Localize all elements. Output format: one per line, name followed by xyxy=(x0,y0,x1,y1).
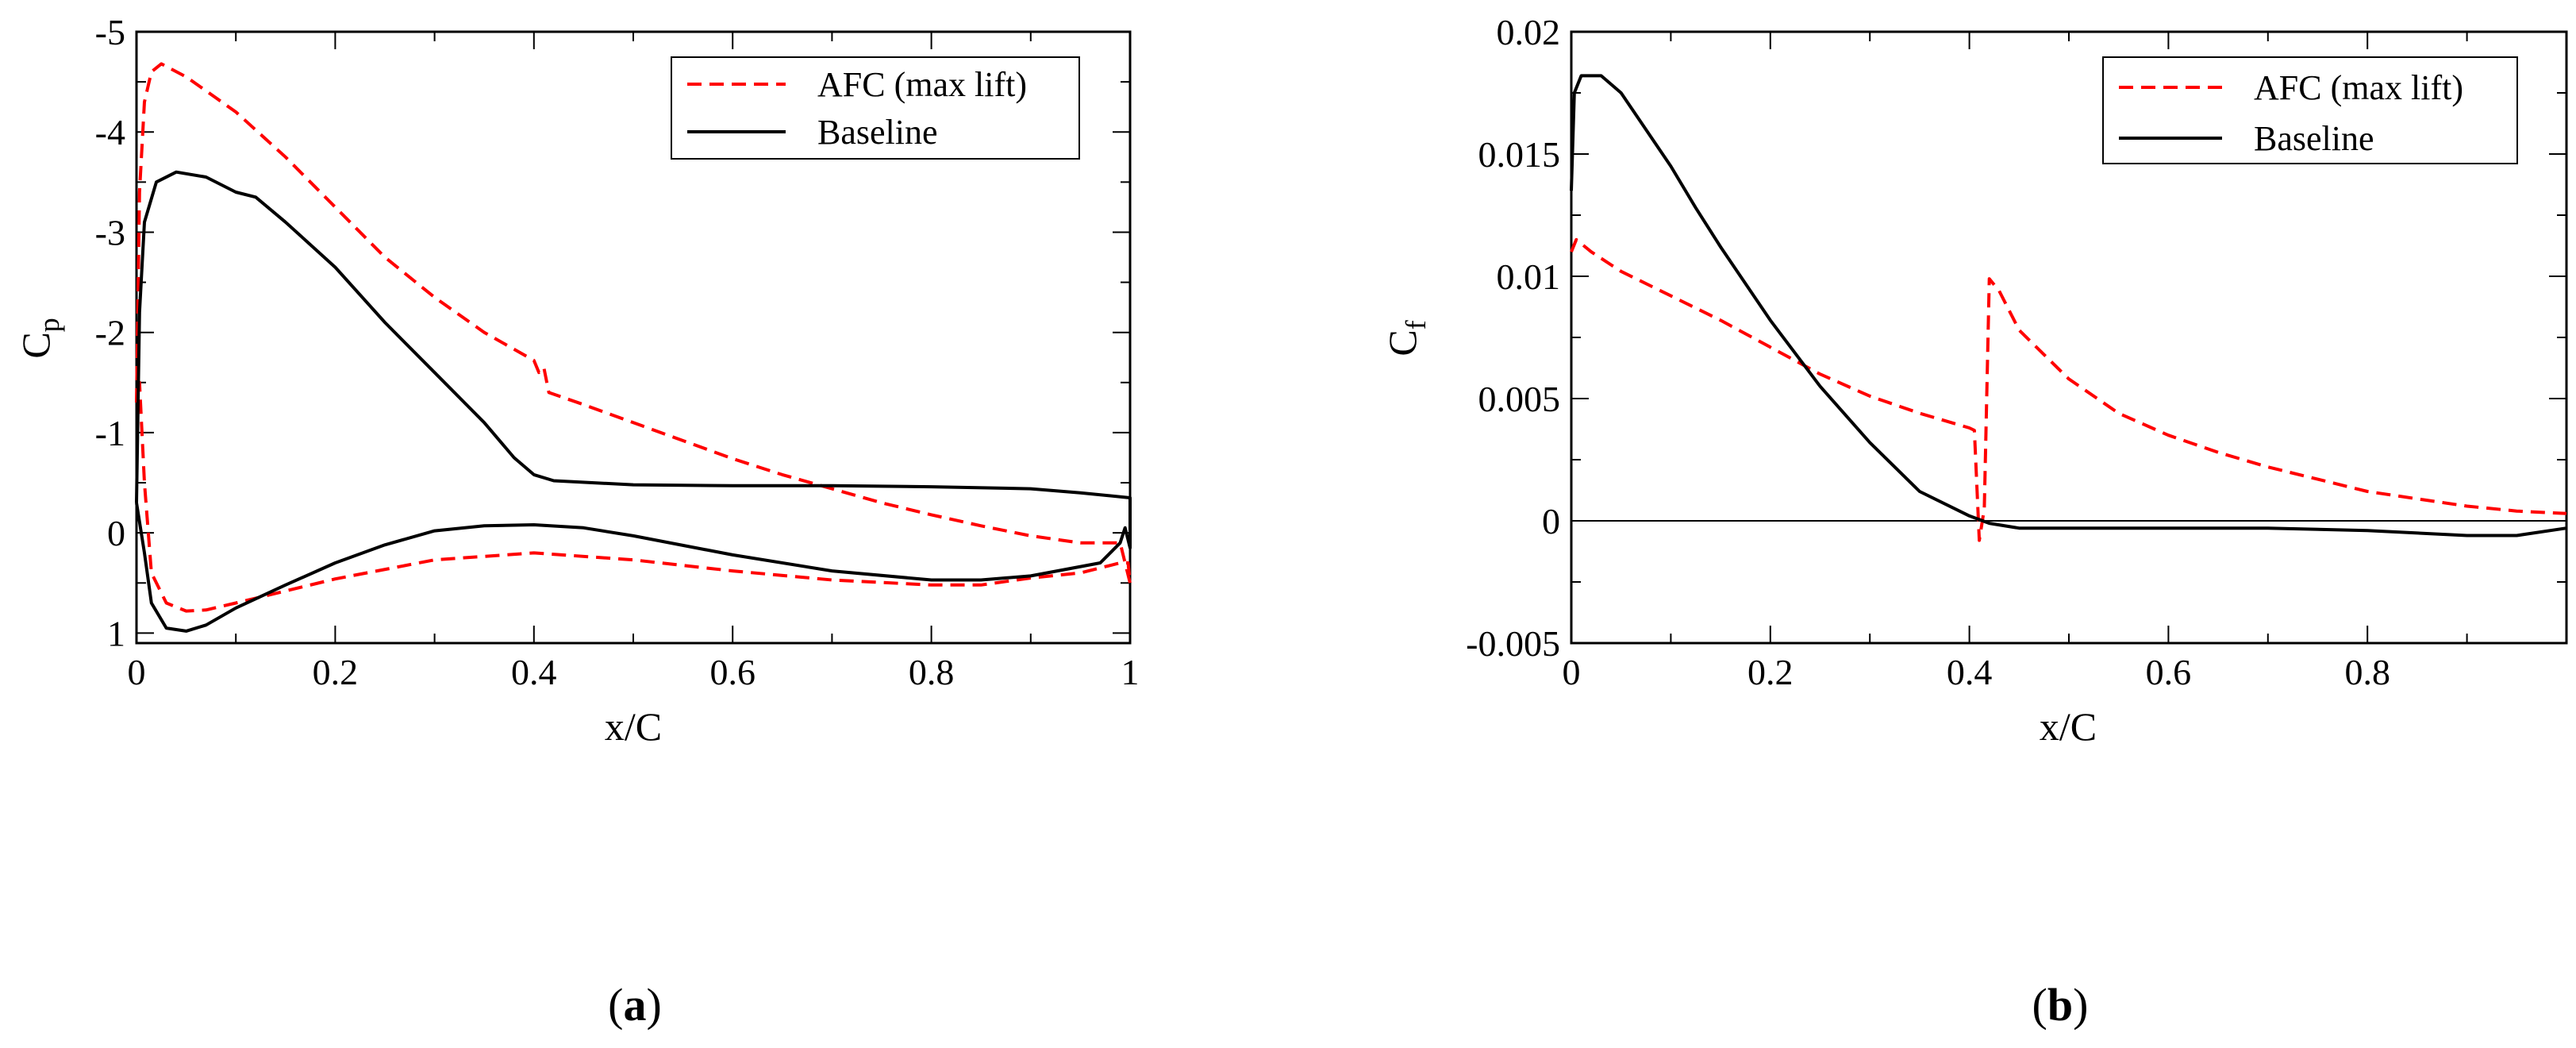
chart-b-y-axis-title-main: C xyxy=(1380,329,1424,356)
a-x-tick-label: 1 xyxy=(1121,652,1140,692)
a-x-tick-label: 0.4 xyxy=(511,652,557,692)
chart-a-legend-label-baseline: Baseline xyxy=(817,113,938,152)
b-y-tick-label: -0.005 xyxy=(1466,623,1560,664)
chart-a-x-axis-title: x/C xyxy=(605,704,662,749)
chart-b-series xyxy=(1570,74,2567,542)
chart-a-y-axis-title-main: C xyxy=(13,332,58,358)
chart-b-y-axis-title-subscript: f xyxy=(1400,320,1432,329)
b-x-tick-label: 0 xyxy=(1563,652,1581,692)
a-series-afc-max-lift xyxy=(135,62,1132,613)
chart-b-legend-box xyxy=(2102,56,2518,164)
chart-b-legend: AFC (max lift) Baseline xyxy=(2102,56,2518,164)
chart-b-legend-label-baseline: Baseline xyxy=(2254,119,2374,158)
chart-a-legend: AFC (max lift) Baseline xyxy=(671,56,1080,160)
b-y-tick-label: 0 xyxy=(1542,501,1560,541)
b-y-tick-label: 0.01 xyxy=(1497,256,1561,297)
chart-a-panel-label: (a) xyxy=(608,979,662,1031)
a-y-tick-label: -1 xyxy=(95,413,125,453)
chart-a-legend-label-afc: AFC (max lift) xyxy=(817,65,1027,104)
chart-a-panel-label-open: ( xyxy=(608,979,623,1031)
a-x-tick-label: 0.6 xyxy=(709,652,755,692)
b-y-tick-label: 0.02 xyxy=(1497,12,1561,52)
b-x-tick-label: 0.6 xyxy=(2146,652,2192,692)
chart-b-legend-label-afc: AFC (max lift) xyxy=(2254,68,2463,107)
chart-a-legend-box xyxy=(671,56,1080,160)
b-y-tick-label: 0.015 xyxy=(1478,134,1561,175)
chart-a-panel-label-letter: a xyxy=(624,979,647,1031)
a-x-tick-label: 0 xyxy=(128,652,146,692)
b-x-tick-label: 0.4 xyxy=(1947,652,1993,692)
a-y-tick-label: 1 xyxy=(107,613,125,653)
chart-a-panel-label-close: ) xyxy=(647,979,662,1031)
chart-a-tick-labels: 0 0.2 0.4 0.6 0.8 1-5-4-3-2-101 xyxy=(95,12,1140,692)
chart-a-y-axis-title-subscript: p xyxy=(33,318,65,332)
a-y-tick-label: -5 xyxy=(95,12,125,52)
chart-a-ticks xyxy=(136,31,1131,643)
a-x-tick-label: 0.8 xyxy=(909,652,955,692)
chart-a-series xyxy=(135,62,1132,633)
a-series-baseline xyxy=(135,170,1132,633)
a-y-tick-label: -3 xyxy=(95,212,125,252)
b-y-tick-label: 0.005 xyxy=(1478,379,1561,419)
chart-a-y-axis-title: Cp xyxy=(13,318,65,358)
b-series-afc-max-lift xyxy=(1570,237,2567,542)
a-y-tick-label: -4 xyxy=(95,112,125,152)
b-x-tick-label: 0.8 xyxy=(2344,652,2390,692)
b-x-tick-label: 0.2 xyxy=(1747,652,1794,692)
a-y-tick-label: 0 xyxy=(107,513,125,553)
chart-b-panel-label-open: ( xyxy=(2032,979,2047,1031)
chart-b-y-axis-title: Cf xyxy=(1380,320,1432,356)
a-x-tick-label: 0.2 xyxy=(313,652,359,692)
chart-a: 0 0.2 0.4 0.6 0.8 1-5-4-3-2-101 x/C Cp AFC (m… xyxy=(13,12,1140,1031)
chart-b-panel-label-close: ) xyxy=(2073,979,2088,1031)
a-y-tick-label: -2 xyxy=(95,313,125,353)
chart-b-panel-label: (b) xyxy=(2032,979,2089,1031)
chart-b-panel-label-letter: b xyxy=(2047,979,2073,1031)
chart-b-x-axis-title: x/C xyxy=(2040,704,2097,749)
b-series-baseline xyxy=(1570,74,2567,537)
